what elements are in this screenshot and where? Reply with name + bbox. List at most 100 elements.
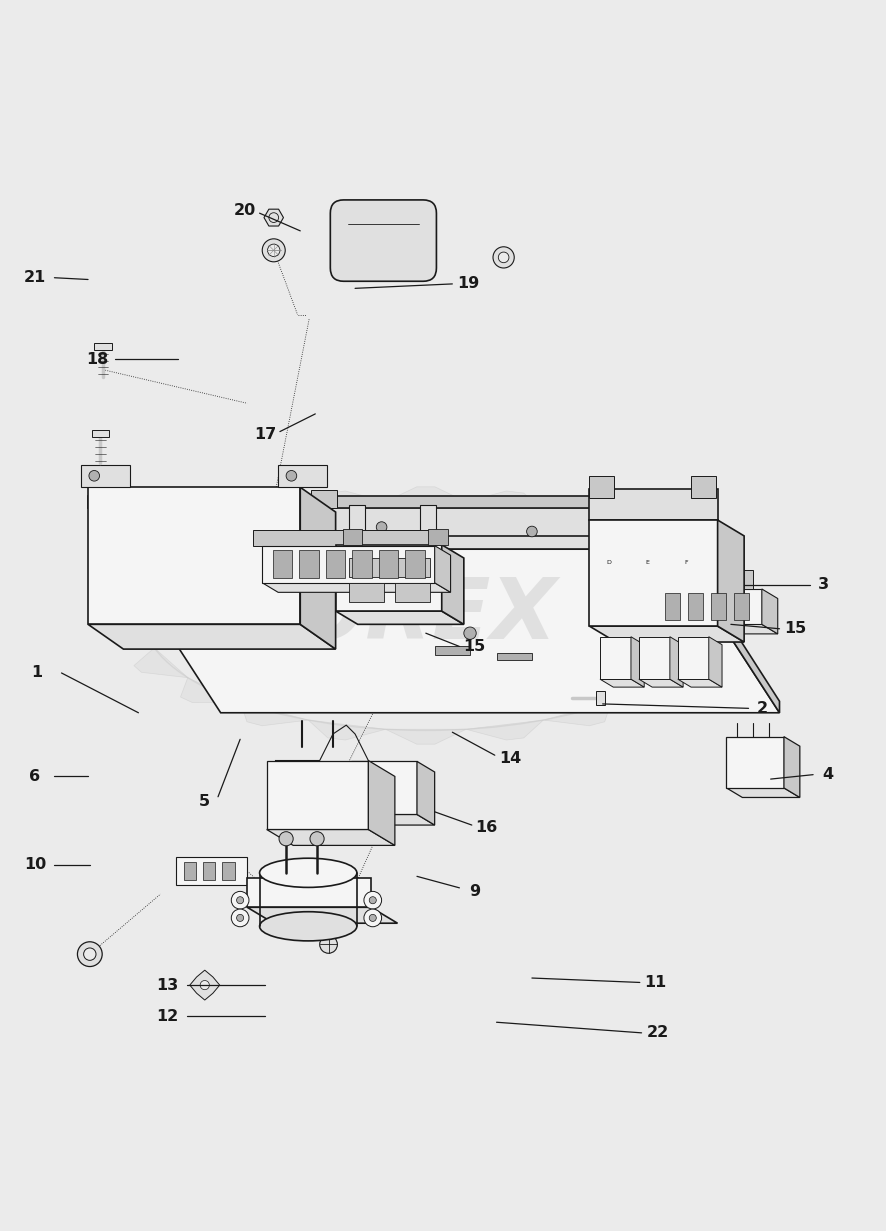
Polygon shape xyxy=(588,476,613,497)
Circle shape xyxy=(83,948,96,960)
Polygon shape xyxy=(690,476,715,497)
Text: 9: 9 xyxy=(469,884,479,899)
Polygon shape xyxy=(677,636,708,680)
Polygon shape xyxy=(394,558,430,577)
Polygon shape xyxy=(267,830,394,846)
Text: 15: 15 xyxy=(462,639,485,654)
Circle shape xyxy=(200,981,209,990)
Text: 2: 2 xyxy=(756,700,766,716)
Polygon shape xyxy=(352,550,371,579)
Polygon shape xyxy=(203,862,215,880)
Text: 18: 18 xyxy=(86,352,108,367)
Polygon shape xyxy=(81,465,129,487)
Polygon shape xyxy=(672,535,779,713)
Circle shape xyxy=(363,908,381,927)
Text: 16: 16 xyxy=(474,820,496,835)
Polygon shape xyxy=(465,720,543,740)
Circle shape xyxy=(231,908,249,927)
Polygon shape xyxy=(665,570,752,588)
Polygon shape xyxy=(368,761,394,846)
Polygon shape xyxy=(657,588,761,624)
Text: E: E xyxy=(645,560,649,565)
Polygon shape xyxy=(308,720,385,740)
Polygon shape xyxy=(222,862,235,880)
Polygon shape xyxy=(434,646,470,655)
Polygon shape xyxy=(696,583,740,616)
Polygon shape xyxy=(664,593,680,620)
Text: 5: 5 xyxy=(199,794,210,809)
Polygon shape xyxy=(733,593,749,620)
Circle shape xyxy=(376,522,386,532)
Polygon shape xyxy=(176,857,247,885)
Circle shape xyxy=(279,832,293,846)
Polygon shape xyxy=(299,550,318,579)
Circle shape xyxy=(237,915,244,922)
Polygon shape xyxy=(183,862,196,880)
Polygon shape xyxy=(111,583,154,616)
Polygon shape xyxy=(687,593,703,620)
Polygon shape xyxy=(88,496,646,507)
Circle shape xyxy=(268,244,280,256)
Polygon shape xyxy=(761,588,777,634)
Polygon shape xyxy=(94,343,112,351)
Polygon shape xyxy=(434,545,450,592)
Polygon shape xyxy=(91,430,109,437)
Polygon shape xyxy=(638,636,669,680)
Polygon shape xyxy=(385,486,465,502)
Polygon shape xyxy=(300,487,335,649)
Polygon shape xyxy=(273,550,292,579)
Polygon shape xyxy=(348,558,384,577)
Polygon shape xyxy=(325,550,345,579)
Polygon shape xyxy=(88,487,300,624)
Polygon shape xyxy=(111,616,154,648)
Polygon shape xyxy=(657,624,777,634)
Text: D: D xyxy=(606,560,610,565)
Polygon shape xyxy=(710,593,726,620)
Text: 6: 6 xyxy=(29,769,41,784)
Circle shape xyxy=(319,936,337,953)
Ellipse shape xyxy=(260,858,356,888)
Circle shape xyxy=(231,891,249,908)
Polygon shape xyxy=(588,489,717,519)
Text: 19: 19 xyxy=(456,277,478,292)
Polygon shape xyxy=(278,465,326,487)
Polygon shape xyxy=(630,636,643,687)
Polygon shape xyxy=(262,545,434,582)
Polygon shape xyxy=(419,505,435,545)
Polygon shape xyxy=(595,691,604,705)
Polygon shape xyxy=(180,677,240,703)
Text: 14: 14 xyxy=(498,751,520,766)
Circle shape xyxy=(286,470,297,481)
Polygon shape xyxy=(350,762,416,815)
Polygon shape xyxy=(441,545,463,624)
Polygon shape xyxy=(669,636,682,687)
Polygon shape xyxy=(588,627,743,643)
Polygon shape xyxy=(378,550,398,579)
Text: 3: 3 xyxy=(817,577,828,592)
Polygon shape xyxy=(134,554,188,583)
Polygon shape xyxy=(335,545,441,611)
Polygon shape xyxy=(310,490,337,507)
Polygon shape xyxy=(599,636,630,680)
Polygon shape xyxy=(247,878,370,907)
Polygon shape xyxy=(178,490,205,507)
Polygon shape xyxy=(543,505,610,528)
Polygon shape xyxy=(348,505,364,545)
Polygon shape xyxy=(543,703,610,726)
Polygon shape xyxy=(308,491,385,511)
Polygon shape xyxy=(610,528,671,554)
Circle shape xyxy=(498,252,509,262)
Circle shape xyxy=(463,627,476,639)
Polygon shape xyxy=(428,529,447,545)
Polygon shape xyxy=(88,624,335,649)
Circle shape xyxy=(309,832,323,846)
Polygon shape xyxy=(134,648,188,677)
Polygon shape xyxy=(264,209,284,227)
Circle shape xyxy=(363,891,381,908)
Circle shape xyxy=(493,246,514,268)
Circle shape xyxy=(77,942,102,966)
Ellipse shape xyxy=(260,912,356,940)
Text: 21: 21 xyxy=(24,271,46,286)
Polygon shape xyxy=(416,762,434,825)
Polygon shape xyxy=(663,554,717,583)
